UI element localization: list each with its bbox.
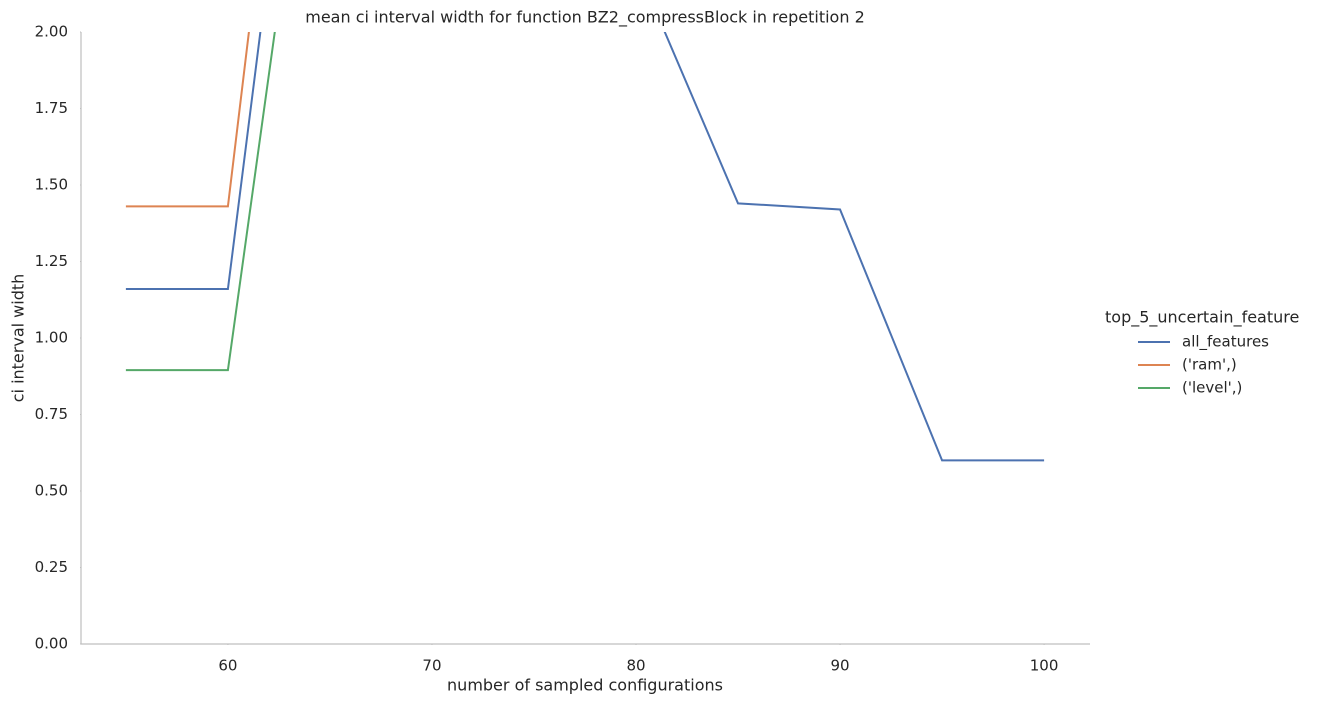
y-tick-label: 1.75 xyxy=(35,99,68,117)
x-tick-label: 60 xyxy=(218,657,237,675)
legend-label: ('level',) xyxy=(1182,379,1242,397)
series-line xyxy=(125,32,276,372)
plot-area xyxy=(125,32,1045,462)
y-tick-label: 0.00 xyxy=(35,635,68,653)
legend-title: top_5_uncertain_feature xyxy=(1105,308,1299,328)
y-tick-label: 1.00 xyxy=(35,329,68,347)
y-tick-label: 0.75 xyxy=(35,405,68,423)
y-tick-label: 0.50 xyxy=(35,482,68,500)
series-line xyxy=(125,32,1045,462)
x-tick-label: 90 xyxy=(830,657,849,675)
x-tick-label: 100 xyxy=(1030,657,1059,675)
y-tick-label: 1.25 xyxy=(35,252,68,270)
x-tick-label: 80 xyxy=(626,657,645,675)
legend-label: all_features xyxy=(1182,333,1269,352)
x-tick-label: 70 xyxy=(422,657,441,675)
chart-title: mean ci interval width for function BZ2_… xyxy=(305,8,865,28)
series-line xyxy=(125,32,250,208)
x-axis-label: number of sampled configurations xyxy=(447,676,723,695)
y-tick-label: 2.00 xyxy=(35,23,68,41)
y-tick-label: 0.25 xyxy=(35,558,68,576)
y-tick-label: 1.50 xyxy=(35,176,68,194)
y-axis-label: ci interval width xyxy=(9,274,28,403)
legend-label: ('ram',) xyxy=(1182,356,1237,374)
